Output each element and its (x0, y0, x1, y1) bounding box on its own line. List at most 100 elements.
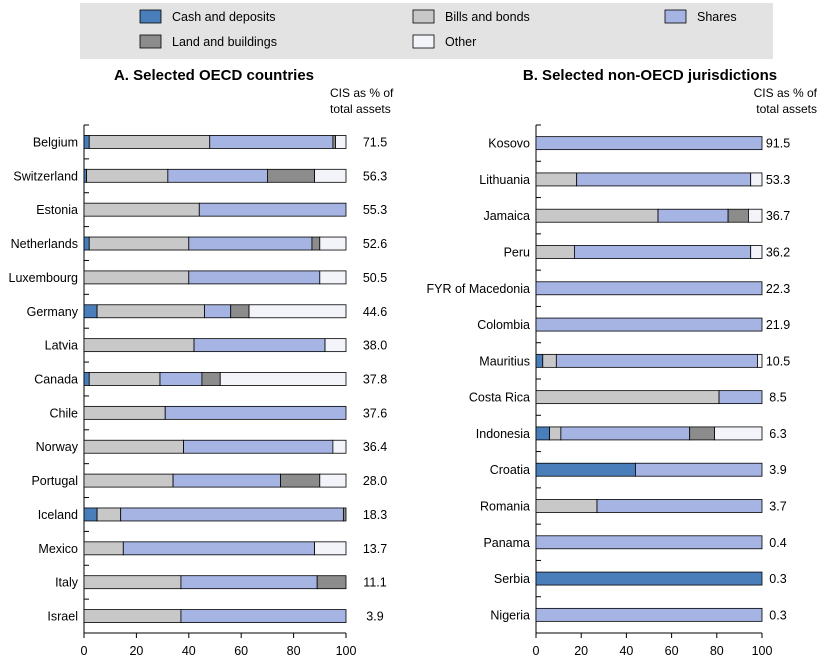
bar-segment-bills-latvia (83, 338, 195, 353)
panel-a-title: A. Selected OECD countries (114, 67, 314, 84)
bar-segment-bills-israel (83, 609, 182, 623)
bar-segment-other-indonesia (714, 426, 763, 441)
cis-value-italy: 11.1 (363, 576, 386, 590)
bar-segment-cash-serbia (535, 571, 763, 586)
bar-segment-shares-fyr-of-macedonia (535, 281, 763, 296)
category-label-lithuania: Lithuania (479, 173, 530, 187)
bar-segment-shares-switzerland (167, 168, 268, 183)
bar-segment-bills-portugal (83, 473, 174, 488)
category-label-fyr-of-macedonia: FYR of Macedonia (426, 282, 530, 296)
bar-segment-other-luxembourg (319, 270, 347, 285)
category-label-latvia: Latvia (45, 339, 78, 353)
x-tick-label: 60 (234, 644, 248, 658)
x-tick-label: 100 (752, 644, 773, 658)
value-header-line-2: total assets (330, 102, 391, 116)
bar-segment-cash-indonesia (535, 426, 550, 441)
bar-segment-shares-belgium (209, 135, 334, 149)
bar-segment-shares-jamaica (657, 208, 729, 223)
cis-value-canada: 37.8 (363, 373, 387, 387)
cis-value-norway: 36.4 (363, 440, 387, 454)
bar-segment-land-netherlands (311, 236, 321, 251)
bar-segment-cash-canada (83, 372, 90, 386)
legend-swatch-land (139, 34, 162, 49)
category-label-chile: Chile (50, 406, 79, 420)
bar-segment-shares-norway (183, 439, 334, 454)
bar-segment-shares-luxembourg (188, 270, 321, 285)
bar-segment-land-iceland (342, 507, 347, 522)
bar-segment-shares-peru (574, 245, 752, 259)
cis-value-kosovo: 91.5 (766, 137, 790, 151)
bar-segment-cash-netherlands (83, 236, 90, 251)
category-label-serbia: Serbia (494, 572, 530, 586)
bar-segment-shares-mauritius (555, 353, 758, 368)
category-label-colombia: Colombia (477, 318, 530, 332)
bar-segment-other-canada (219, 372, 347, 386)
x-tick-label: 0 (533, 644, 540, 658)
cis-value-peru: 36.2 (766, 246, 790, 260)
cis-value-netherlands: 52.6 (363, 237, 387, 251)
bar-segment-land-germany (230, 304, 250, 319)
cis-value-mauritius: 10.5 (766, 354, 790, 368)
bar-segment-other-switzerland (314, 168, 347, 183)
category-label-switzerland: Switzerland (13, 169, 78, 183)
cis-value-portugal: 28.0 (363, 474, 387, 488)
category-label-mexico: Mexico (38, 542, 78, 556)
bar-segment-shares-costa-rica (718, 390, 763, 405)
cis-value-mexico: 13.7 (363, 542, 387, 556)
cis-value-luxembourg: 50.5 (363, 271, 387, 285)
bar-segment-other-belgium (335, 135, 347, 149)
legend-swatch-other (412, 34, 435, 49)
bar-segment-bills-luxembourg (83, 270, 190, 285)
cis-value-serbia: 0.3 (769, 572, 786, 586)
bar-segment-cash-belgium (83, 135, 90, 149)
bar-segment-shares-germany (204, 304, 232, 319)
category-label-romania: Romania (480, 500, 530, 514)
bar-segment-shares-panama (535, 535, 763, 550)
x-tick-label: 80 (287, 644, 301, 658)
bar-segment-other-norway (332, 439, 347, 454)
panel-b: CIS as % of total assets 0 20 40 60 80 100 Kosov… (426, 86, 817, 658)
bar-segment-bills-chile (83, 405, 166, 420)
bar-segment-shares-italy (180, 575, 318, 590)
x-tick-label: 100 (336, 644, 357, 658)
bar-segment-shares-chile (164, 405, 347, 420)
bar-segment-shares-romania (596, 499, 763, 513)
category-label-germany: Germany (27, 305, 79, 319)
bar-segment-bills-iceland (96, 507, 122, 522)
x-tick-label: 20 (574, 644, 588, 658)
cis-value-latvia: 38.0 (363, 339, 387, 353)
legend-label-cash: Cash and deposits (172, 10, 276, 24)
bar-segment-cash-germany (83, 304, 98, 319)
cis-value-panama: 0.4 (769, 536, 786, 550)
category-label-portugal: Portugal (31, 474, 78, 488)
legend-swatch-shares (664, 9, 687, 24)
cis-value-lithuania: 53.3 (766, 173, 790, 187)
cis-value-belgium: 71.5 (363, 135, 387, 149)
category-label-peru: Peru (504, 246, 530, 260)
cis-value-chile: 37.6 (363, 406, 387, 420)
bar-segment-bills-switzerland (86, 168, 169, 183)
bar-segment-cash-iceland (83, 507, 98, 522)
bar-segment-bills-romania (535, 499, 598, 513)
legend: Cash and deposits Bills and bonds Shares… (80, 3, 773, 59)
bar-segment-shares-netherlands (188, 236, 313, 251)
bar-segment-bills-mexico (83, 541, 124, 556)
cis-value-israel: 3.9 (366, 610, 383, 624)
category-label-belgium: Belgium (33, 135, 78, 149)
bar-segment-land-switzerland (266, 168, 315, 183)
category-label-jamaica: Jamaica (483, 209, 530, 223)
bar-segment-bills-estonia (83, 202, 200, 217)
bar-segment-shares-estonia (198, 202, 347, 217)
cis-value-switzerland: 56.3 (363, 169, 387, 183)
category-label-estonia: Estonia (36, 203, 78, 217)
bar-segment-land-jamaica (727, 208, 749, 223)
bar-segment-cash-mauritius (535, 353, 544, 368)
value-header-line-1: CIS as % of (330, 86, 394, 100)
bar-segment-shares-mexico (122, 541, 315, 556)
value-header-line-1: CIS as % of (754, 86, 818, 100)
bar-segment-other-germany (248, 304, 347, 319)
category-label-panama: Panama (483, 536, 530, 550)
cis-value-colombia: 21.9 (766, 318, 790, 332)
bar-segment-other-portugal (319, 473, 347, 488)
legend-label-other: Other (445, 35, 476, 49)
